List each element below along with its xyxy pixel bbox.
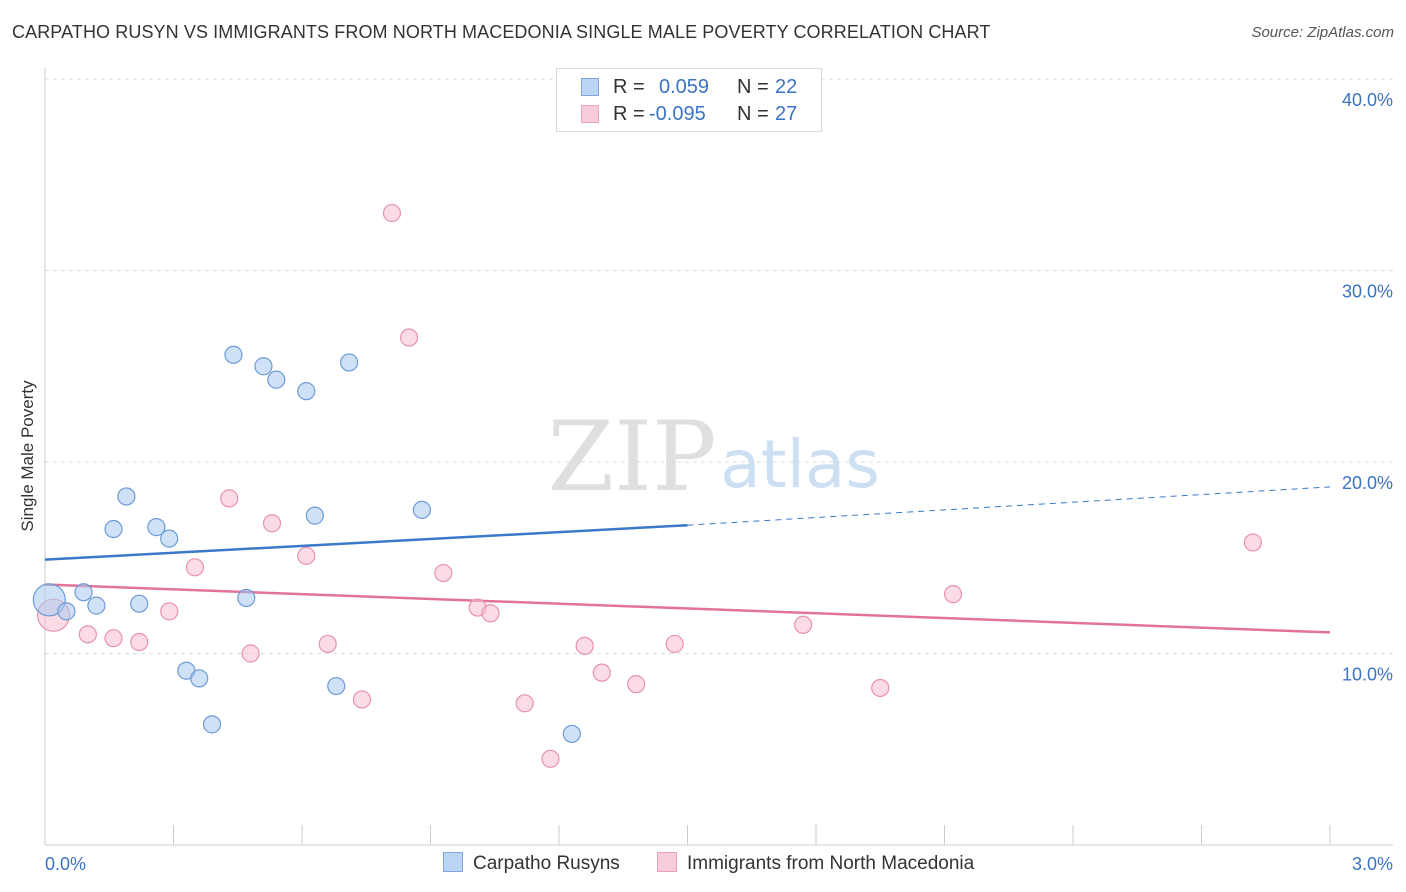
legend-r-value: -0.095 (649, 103, 706, 125)
y-tick-label: 10.0% (1342, 665, 1393, 685)
point-north-macedonia (871, 678, 890, 698)
point-north-macedonia (626, 675, 646, 694)
x-tick-label-min: 0.0% (45, 854, 86, 874)
point-north-macedonia (297, 546, 316, 565)
point-north-macedonia (1243, 533, 1263, 552)
point-north-macedonia (318, 634, 337, 654)
trend-line-north-macedonia (44, 583, 1331, 634)
point-north-macedonia (575, 636, 594, 655)
point-carpatho-rusyns (130, 594, 149, 613)
y-tick-label: 30.0% (1342, 282, 1393, 302)
legend-n-label: N = (737, 103, 769, 125)
point-carpatho-rusyns (160, 529, 179, 548)
x-tick-label-max: 3.0% (1352, 854, 1393, 874)
trend-line-carpatho-rusyns-extension (687, 486, 1331, 526)
point-north-macedonia (592, 663, 611, 682)
point-carpatho-rusyns (297, 382, 316, 401)
legend-item-carpatho-rusyns: Carpatho Rusyns (443, 852, 620, 875)
point-carpatho-rusyns (32, 583, 66, 617)
point-north-macedonia (665, 634, 684, 654)
point-carpatho-rusyns (224, 345, 243, 364)
point-north-macedonia (220, 489, 239, 508)
watermark-atlas: atlas (720, 426, 880, 503)
point-north-macedonia (399, 328, 419, 347)
legend-n-label: N = (737, 76, 769, 98)
point-north-macedonia (382, 203, 402, 223)
point-carpatho-rusyns (147, 518, 166, 537)
legend-label-carpatho-rusyns: Carpatho Rusyns (473, 853, 620, 874)
point-carpatho-rusyns (305, 506, 324, 525)
point-north-macedonia (481, 604, 500, 623)
point-carpatho-rusyns (237, 588, 256, 608)
legend-r-value: 0.059 (659, 76, 710, 98)
trend-lines (44, 486, 1331, 634)
y-tick-label: 40.0% (1342, 90, 1393, 110)
point-north-macedonia (794, 615, 813, 634)
point-north-macedonia (541, 749, 560, 768)
point-carpatho-rusyns (327, 676, 346, 696)
point-north-macedonia (78, 625, 97, 644)
watermark-zip: ZIP (547, 401, 716, 513)
legend-swatch-pink (657, 852, 677, 872)
point-carpatho-rusyns (412, 500, 432, 519)
legend-label-north-macedonia: Immigrants from North Macedonia (687, 853, 975, 874)
point-carpatho-rusyns (190, 669, 209, 688)
point-carpatho-rusyns (74, 583, 93, 602)
y-tick-label: 20.0% (1342, 473, 1393, 493)
legend-r-label: R = (613, 103, 645, 125)
chart-title: CARPATHO RUSYN VS IMMIGRANTS FROM NORTH … (12, 22, 991, 42)
legend-n-value: 22 (775, 76, 798, 98)
legend-swatch-pink (581, 105, 599, 123)
point-north-macedonia (185, 558, 205, 577)
point-carpatho-rusyns (267, 370, 286, 389)
axes (44, 68, 1393, 846)
point-north-macedonia (434, 563, 453, 583)
y-axis-label: Single Male Poverty (18, 380, 37, 532)
point-carpatho-rusyns (87, 596, 106, 615)
point-carpatho-rusyns (117, 487, 136, 506)
point-carpatho-rusyns (104, 519, 123, 539)
legend-n-value: 27 (775, 103, 798, 125)
legend-r-label: R = (613, 76, 645, 98)
watermark: ZIP atlas (547, 401, 879, 513)
source-label: Source: ZipAtlas.com (1251, 24, 1394, 41)
point-north-macedonia (943, 585, 963, 604)
legend-item-north-macedonia: Immigrants from North Macedonia (657, 852, 974, 875)
point-north-macedonia (515, 694, 534, 713)
point-north-macedonia (352, 690, 372, 709)
trend-line-carpatho-rusyns (44, 523, 688, 561)
legend-swatch-blue (581, 78, 599, 96)
tick-labels: 10.0% 20.0% 30.0% 40.0% 0.0% 3.0% (45, 90, 1393, 874)
point-north-macedonia (104, 629, 123, 648)
correlation-legend: R = 0.059 N = 22 R = -0.095 N = 27 (556, 68, 822, 132)
data-points (32, 203, 1263, 768)
point-carpatho-rusyns (562, 724, 581, 744)
point-north-macedonia (241, 644, 260, 663)
point-north-macedonia (262, 514, 282, 533)
point-north-macedonia (130, 632, 149, 652)
gridlines (45, 78, 1393, 654)
point-carpatho-rusyns (57, 602, 76, 621)
point-carpatho-rusyns (254, 357, 273, 376)
point-north-macedonia (160, 602, 179, 621)
point-carpatho-rusyns (202, 715, 222, 734)
legend-swatch-blue (443, 852, 463, 872)
point-carpatho-rusyns (340, 353, 359, 372)
